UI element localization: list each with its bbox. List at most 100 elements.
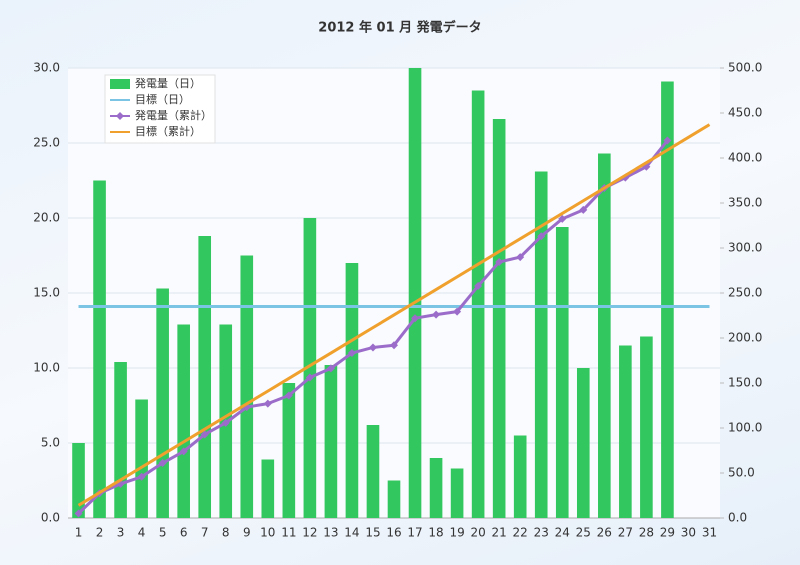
x-tick-label: 4 — [138, 526, 146, 540]
bar — [534, 171, 548, 518]
x-tick-label: 20 — [470, 526, 485, 540]
x-tick-label: 14 — [344, 526, 359, 540]
line — [77, 123, 711, 507]
marker — [579, 205, 588, 214]
x-tick-label: 8 — [222, 526, 230, 540]
x-tick-label: 30 — [681, 526, 696, 540]
x-tick-label: 29 — [660, 526, 675, 540]
legend-label: 発電量（日） — [135, 76, 201, 90]
bar — [345, 263, 359, 518]
y2-tick-label: 0.0 — [728, 511, 747, 525]
bar — [135, 399, 148, 518]
bar — [282, 383, 296, 518]
y2-tick-label: 300.0 — [728, 241, 762, 255]
bar — [261, 459, 275, 518]
bar — [114, 362, 127, 518]
bar — [640, 336, 653, 518]
y-tick-label: 15.0 — [33, 286, 60, 300]
bar — [555, 227, 569, 518]
marker — [474, 281, 483, 290]
x-tick-label: 27 — [618, 526, 633, 540]
bar — [408, 68, 422, 518]
bar — [598, 153, 611, 518]
y2-tick-label: 150.0 — [728, 376, 762, 390]
x-tick-label: 28 — [639, 526, 654, 540]
marker — [263, 399, 272, 408]
y2-tick-label: 350.0 — [728, 196, 762, 210]
marker — [368, 343, 377, 352]
x-tick-label: 10 — [260, 526, 275, 540]
legend-marker — [116, 112, 124, 120]
bar — [366, 425, 380, 518]
marker — [495, 258, 504, 267]
marker — [453, 307, 462, 316]
legend-label: 目標（日） — [135, 92, 190, 106]
marker — [200, 430, 209, 439]
bar — [513, 435, 527, 518]
bar — [492, 119, 506, 518]
x-tick-label: 23 — [534, 526, 549, 540]
bar — [177, 324, 190, 518]
bar — [156, 288, 169, 518]
bar — [619, 345, 632, 518]
marker — [558, 214, 567, 223]
bar — [198, 236, 212, 518]
x-tick-label: 1 — [75, 526, 83, 540]
x-tick-label: 2 — [96, 526, 104, 540]
x-tick-label: 21 — [492, 526, 507, 540]
bar — [661, 81, 674, 518]
legend-swatch — [110, 79, 130, 89]
marker — [537, 232, 546, 241]
x-tick-label: 19 — [449, 526, 464, 540]
y2-tick-label: 500.0 — [728, 61, 762, 75]
bar — [450, 468, 464, 518]
legend-label: 発電量（累計） — [135, 108, 212, 122]
y2-tick-label: 400.0 — [728, 151, 762, 165]
y2-tick-label: 250.0 — [728, 286, 762, 300]
y2-tick-label: 200.0 — [728, 331, 762, 345]
x-tick-label: 24 — [555, 526, 570, 540]
x-tick-label: 26 — [597, 526, 612, 540]
bar — [429, 458, 443, 518]
x-tick-label: 12 — [302, 526, 317, 540]
x-tick-label: 5 — [159, 526, 167, 540]
marker — [221, 418, 230, 427]
y2-tick-label: 450.0 — [728, 106, 762, 120]
marker — [158, 459, 167, 468]
marker — [326, 364, 335, 373]
y2-tick-label: 50.0 — [728, 466, 755, 480]
x-tick-label: 31 — [702, 526, 717, 540]
bar — [240, 255, 254, 518]
x-tick-label: 11 — [281, 526, 296, 540]
marker — [284, 391, 293, 400]
bar — [576, 368, 590, 518]
x-tick-label: 15 — [365, 526, 380, 540]
y-tick-label: 5.0 — [41, 436, 60, 450]
y2-tick-label: 100.0 — [728, 421, 762, 435]
bar — [387, 480, 401, 518]
marker — [432, 310, 441, 319]
x-tick-label: 7 — [201, 526, 209, 540]
y-tick-label: 0.0 — [41, 511, 60, 525]
x-tick-label: 22 — [513, 526, 528, 540]
x-tick-label: 18 — [428, 526, 443, 540]
y-tick-label: 25.0 — [33, 136, 60, 150]
marker — [516, 253, 525, 262]
marker — [305, 373, 314, 382]
x-tick-label: 3 — [117, 526, 125, 540]
bar — [324, 365, 338, 518]
y-tick-label: 20.0 — [33, 211, 60, 225]
x-tick-label: 6 — [180, 526, 188, 540]
marker — [347, 349, 356, 358]
x-tick-label: 17 — [407, 526, 422, 540]
x-tick-label: 9 — [243, 526, 251, 540]
x-tick-label: 16 — [386, 526, 401, 540]
bar — [93, 180, 106, 518]
bar — [303, 218, 317, 518]
legend-label: 目標（累計） — [135, 124, 201, 138]
marker — [137, 472, 146, 481]
marker — [74, 509, 83, 518]
marker — [390, 341, 398, 350]
